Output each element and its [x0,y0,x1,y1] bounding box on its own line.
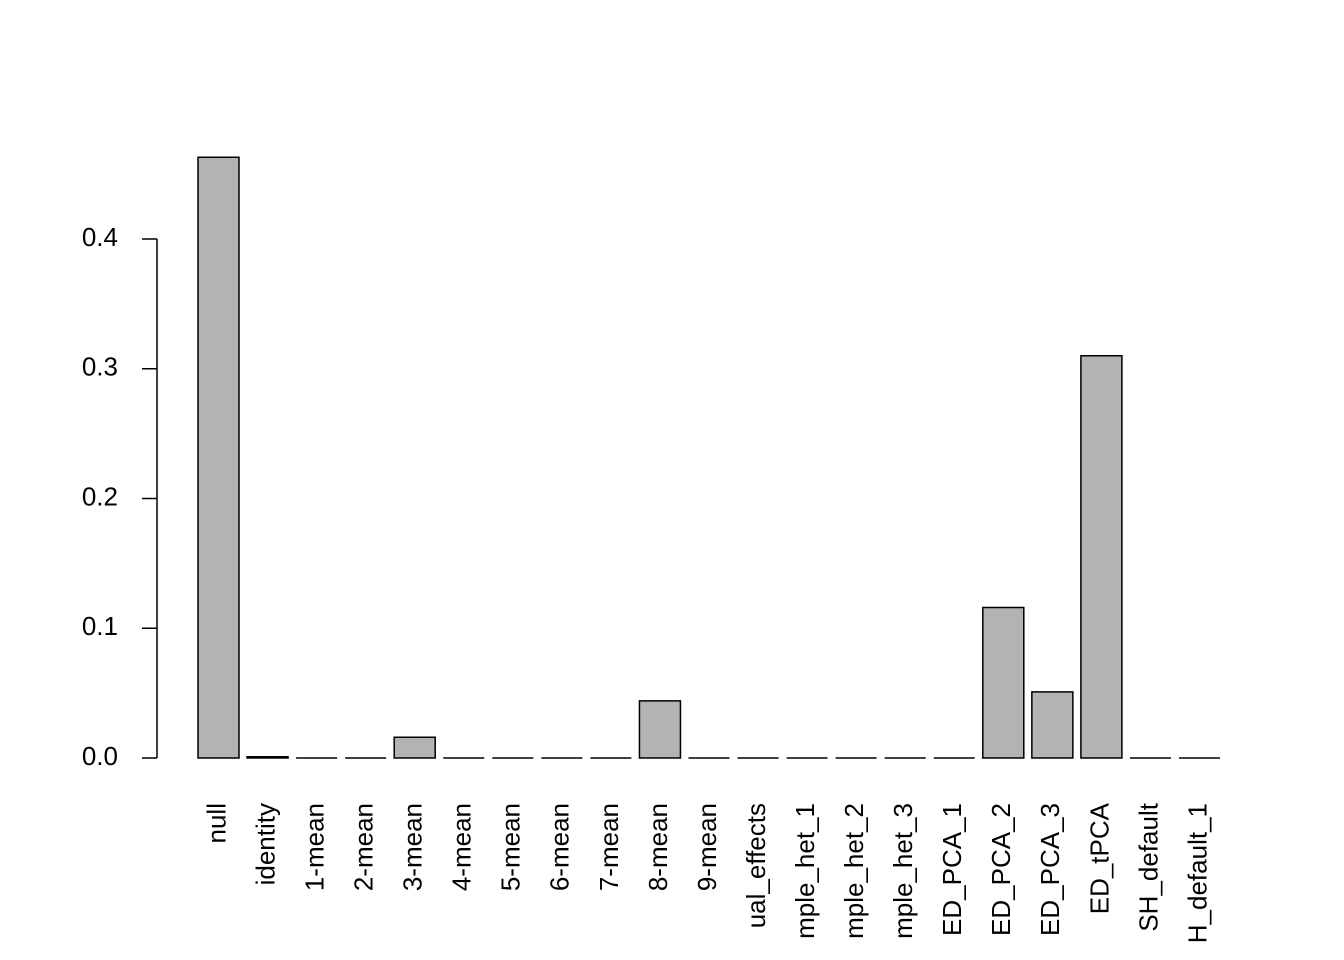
x-tick-label: 6-mean [545,803,575,891]
x-tick-label: mple_het_2 [839,803,869,939]
bar [1080,355,1123,759]
x-tick-label: 4-mean [447,803,477,891]
x-tick-label: 3-mean [398,803,428,891]
x-tick-label: identity [250,803,280,885]
y-tick-label: 0.3 [82,352,118,382]
x-tick-label: ED_PCA_3 [1035,803,1065,936]
y-tick-label: 0.2 [82,481,118,511]
bar [197,156,240,759]
x-tick-label: mple_het_3 [888,803,918,939]
x-tick-label: H_default_1 [1182,803,1212,943]
x-tick-label: 1-mean [299,803,329,891]
bar [393,736,436,759]
x-tick-label: null [201,803,231,843]
y-tick-label: 0.4 [82,222,118,252]
x-tick-label: 2-mean [349,803,379,891]
x-tick-label: 7-mean [594,803,624,891]
x-tick-label: 8-mean [643,803,673,891]
x-tick-label: ual_effects [741,803,771,928]
x-tick-label: 5-mean [496,803,526,891]
y-tick-label: 0.1 [82,611,118,641]
x-tick-label: ED_tPCA [1084,802,1114,914]
bar [246,755,289,759]
bar [982,606,1025,759]
x-tick-label: mple_het_1 [790,803,820,939]
x-tick-label: ED_PCA_2 [986,803,1016,936]
x-tick-label: ED_PCA_1 [937,803,967,936]
x-tick-label: SH_default [1133,802,1163,931]
y-tick-label: 0.0 [82,741,118,771]
bar [1031,691,1074,759]
x-tick-label: 9-mean [692,803,722,891]
bar [638,700,682,759]
